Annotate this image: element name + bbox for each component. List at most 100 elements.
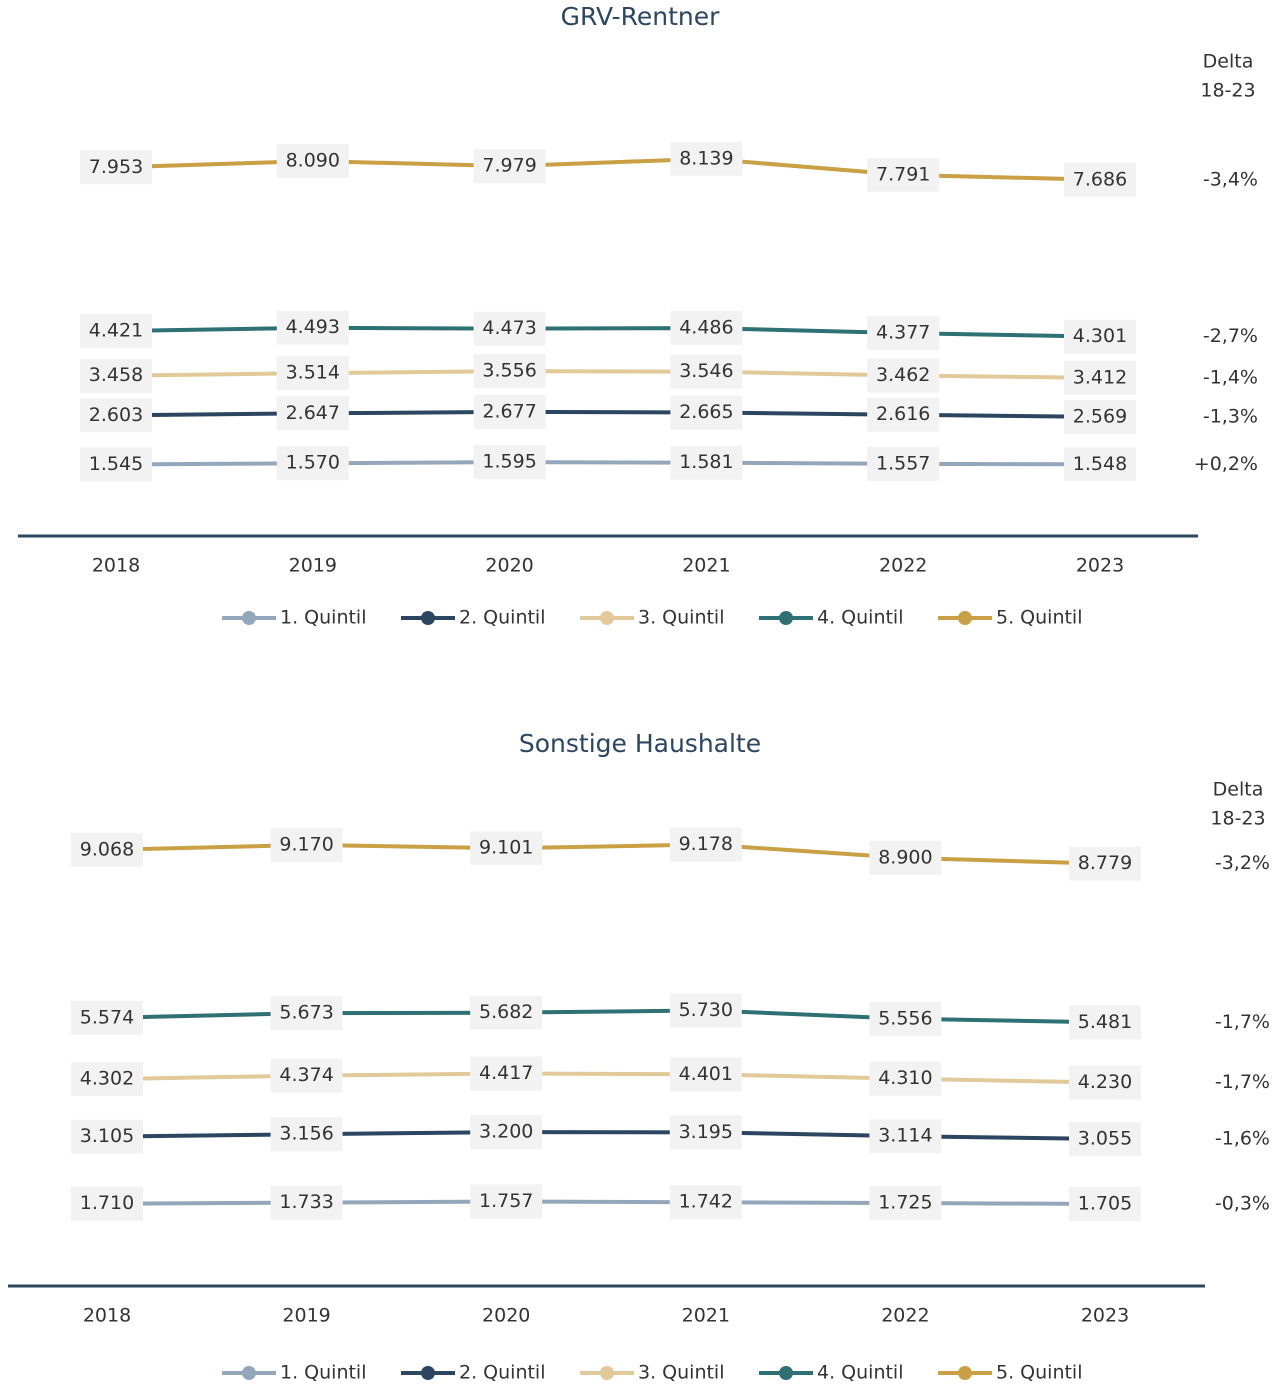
legend-label: 2. Quintil [459,607,546,629]
data-label: 3.458 [89,364,143,386]
data-label: 5.673 [279,1002,333,1024]
data-label: 7.791 [876,163,930,185]
legend-label: 4. Quintil [817,1362,904,1384]
label-bg [669,1057,742,1092]
label-bg [470,1184,543,1219]
data-label: 1.742 [679,1191,733,1213]
label-bg [1064,319,1136,354]
data-label: 5.730 [679,999,733,1021]
data-label: 2.569 [1073,405,1127,427]
data-label: 3.412 [1073,366,1127,388]
legend-dot [242,611,256,625]
legend-label: 3. Quintil [638,1362,725,1384]
legend-dot [779,611,793,625]
data-label: 4.377 [876,322,930,344]
label-bg [270,827,343,862]
data-label: 7.979 [482,155,536,177]
data-label: 5.556 [878,1007,932,1029]
legend-dot [958,611,972,625]
legend-label: 1. Quintil [280,607,367,629]
x-tick-label: 2022 [881,1305,929,1327]
label-bg [473,394,546,429]
delta-header: 18-23 [1210,808,1265,830]
x-tick-label: 2019 [289,555,337,577]
data-label: 1.710 [80,1192,134,1214]
label-bg [1069,1005,1141,1040]
label-bg [670,311,743,346]
data-label: 5.682 [479,1001,533,1023]
data-label: 4.301 [1073,325,1127,347]
data-label: 4.417 [479,1062,533,1084]
label-bg [276,310,349,345]
delta-value: +0,2% [1194,453,1258,475]
legend-dot [600,1366,614,1380]
series-line [115,156,1101,182]
data-label: 8.139 [679,147,733,169]
label-bg [270,1185,343,1220]
legend-dot [421,1366,435,1380]
series-line [115,460,1101,467]
label-bg [869,1001,942,1036]
data-label: 9.170 [279,833,333,855]
label-bg [80,314,152,349]
data-label: 1.548 [1073,453,1127,475]
data-label: 5.481 [1078,1011,1132,1033]
x-tick-label: 2018 [83,1305,131,1327]
x-tick-label: 2021 [682,1305,730,1327]
label-bg [867,157,940,192]
label-bg [473,311,546,346]
label-bg [867,316,940,351]
data-label: 4.302 [80,1068,134,1090]
data-label: 3.556 [482,360,536,382]
legend-label: 1. Quintil [280,1362,367,1384]
label-bg [1069,1186,1141,1221]
label-bg [276,446,349,481]
data-label: 2.603 [89,404,143,426]
legend-dot [242,1366,256,1380]
data-label: 9.068 [80,838,134,860]
label-bg [1069,1065,1141,1100]
x-tick-label: 2023 [1076,555,1124,577]
data-label: 8.779 [1078,852,1132,874]
series-line [115,325,1101,339]
x-tick-label: 2021 [682,555,730,577]
series-line [106,1008,1106,1025]
data-label: 2.616 [876,403,930,425]
data-label: 7.686 [1073,168,1127,190]
label-bg [470,831,543,866]
data-label: 7.953 [89,156,143,178]
label-bg [473,445,546,480]
label-bg [71,1062,143,1097]
label-bg [670,141,743,176]
data-label: 9.101 [479,837,533,859]
label-bg [71,1000,143,1035]
legend-dot [779,1366,793,1380]
label-bg [669,827,742,862]
label-bg [80,447,152,482]
data-label: 4.401 [679,1063,733,1085]
data-label: 4.493 [286,316,340,338]
data-label: 3.105 [80,1125,134,1147]
data-label: 1.757 [479,1190,533,1212]
label-bg [470,1115,543,1150]
label-bg [276,356,349,391]
label-bg [80,150,152,185]
series-line [106,842,1106,866]
chart-title: GRV-Rentner [561,2,721,31]
label-bg [669,993,742,1028]
delta-value: -0,3% [1215,1192,1270,1214]
delta-value: -1,4% [1203,366,1258,388]
label-bg [867,397,940,432]
legend-label: 5. Quintil [996,607,1083,629]
label-bg [71,832,143,867]
legend-dot [958,1366,972,1380]
delta-header: Delta [1213,779,1264,801]
delta-value: -1,3% [1203,405,1258,427]
data-label: 4.473 [482,317,536,339]
data-label: 1.595 [482,451,536,473]
delta-header: 18-23 [1200,80,1255,102]
data-label: 1.545 [89,453,143,475]
delta-value: -1,7% [1215,1011,1270,1033]
label-bg [473,354,546,389]
